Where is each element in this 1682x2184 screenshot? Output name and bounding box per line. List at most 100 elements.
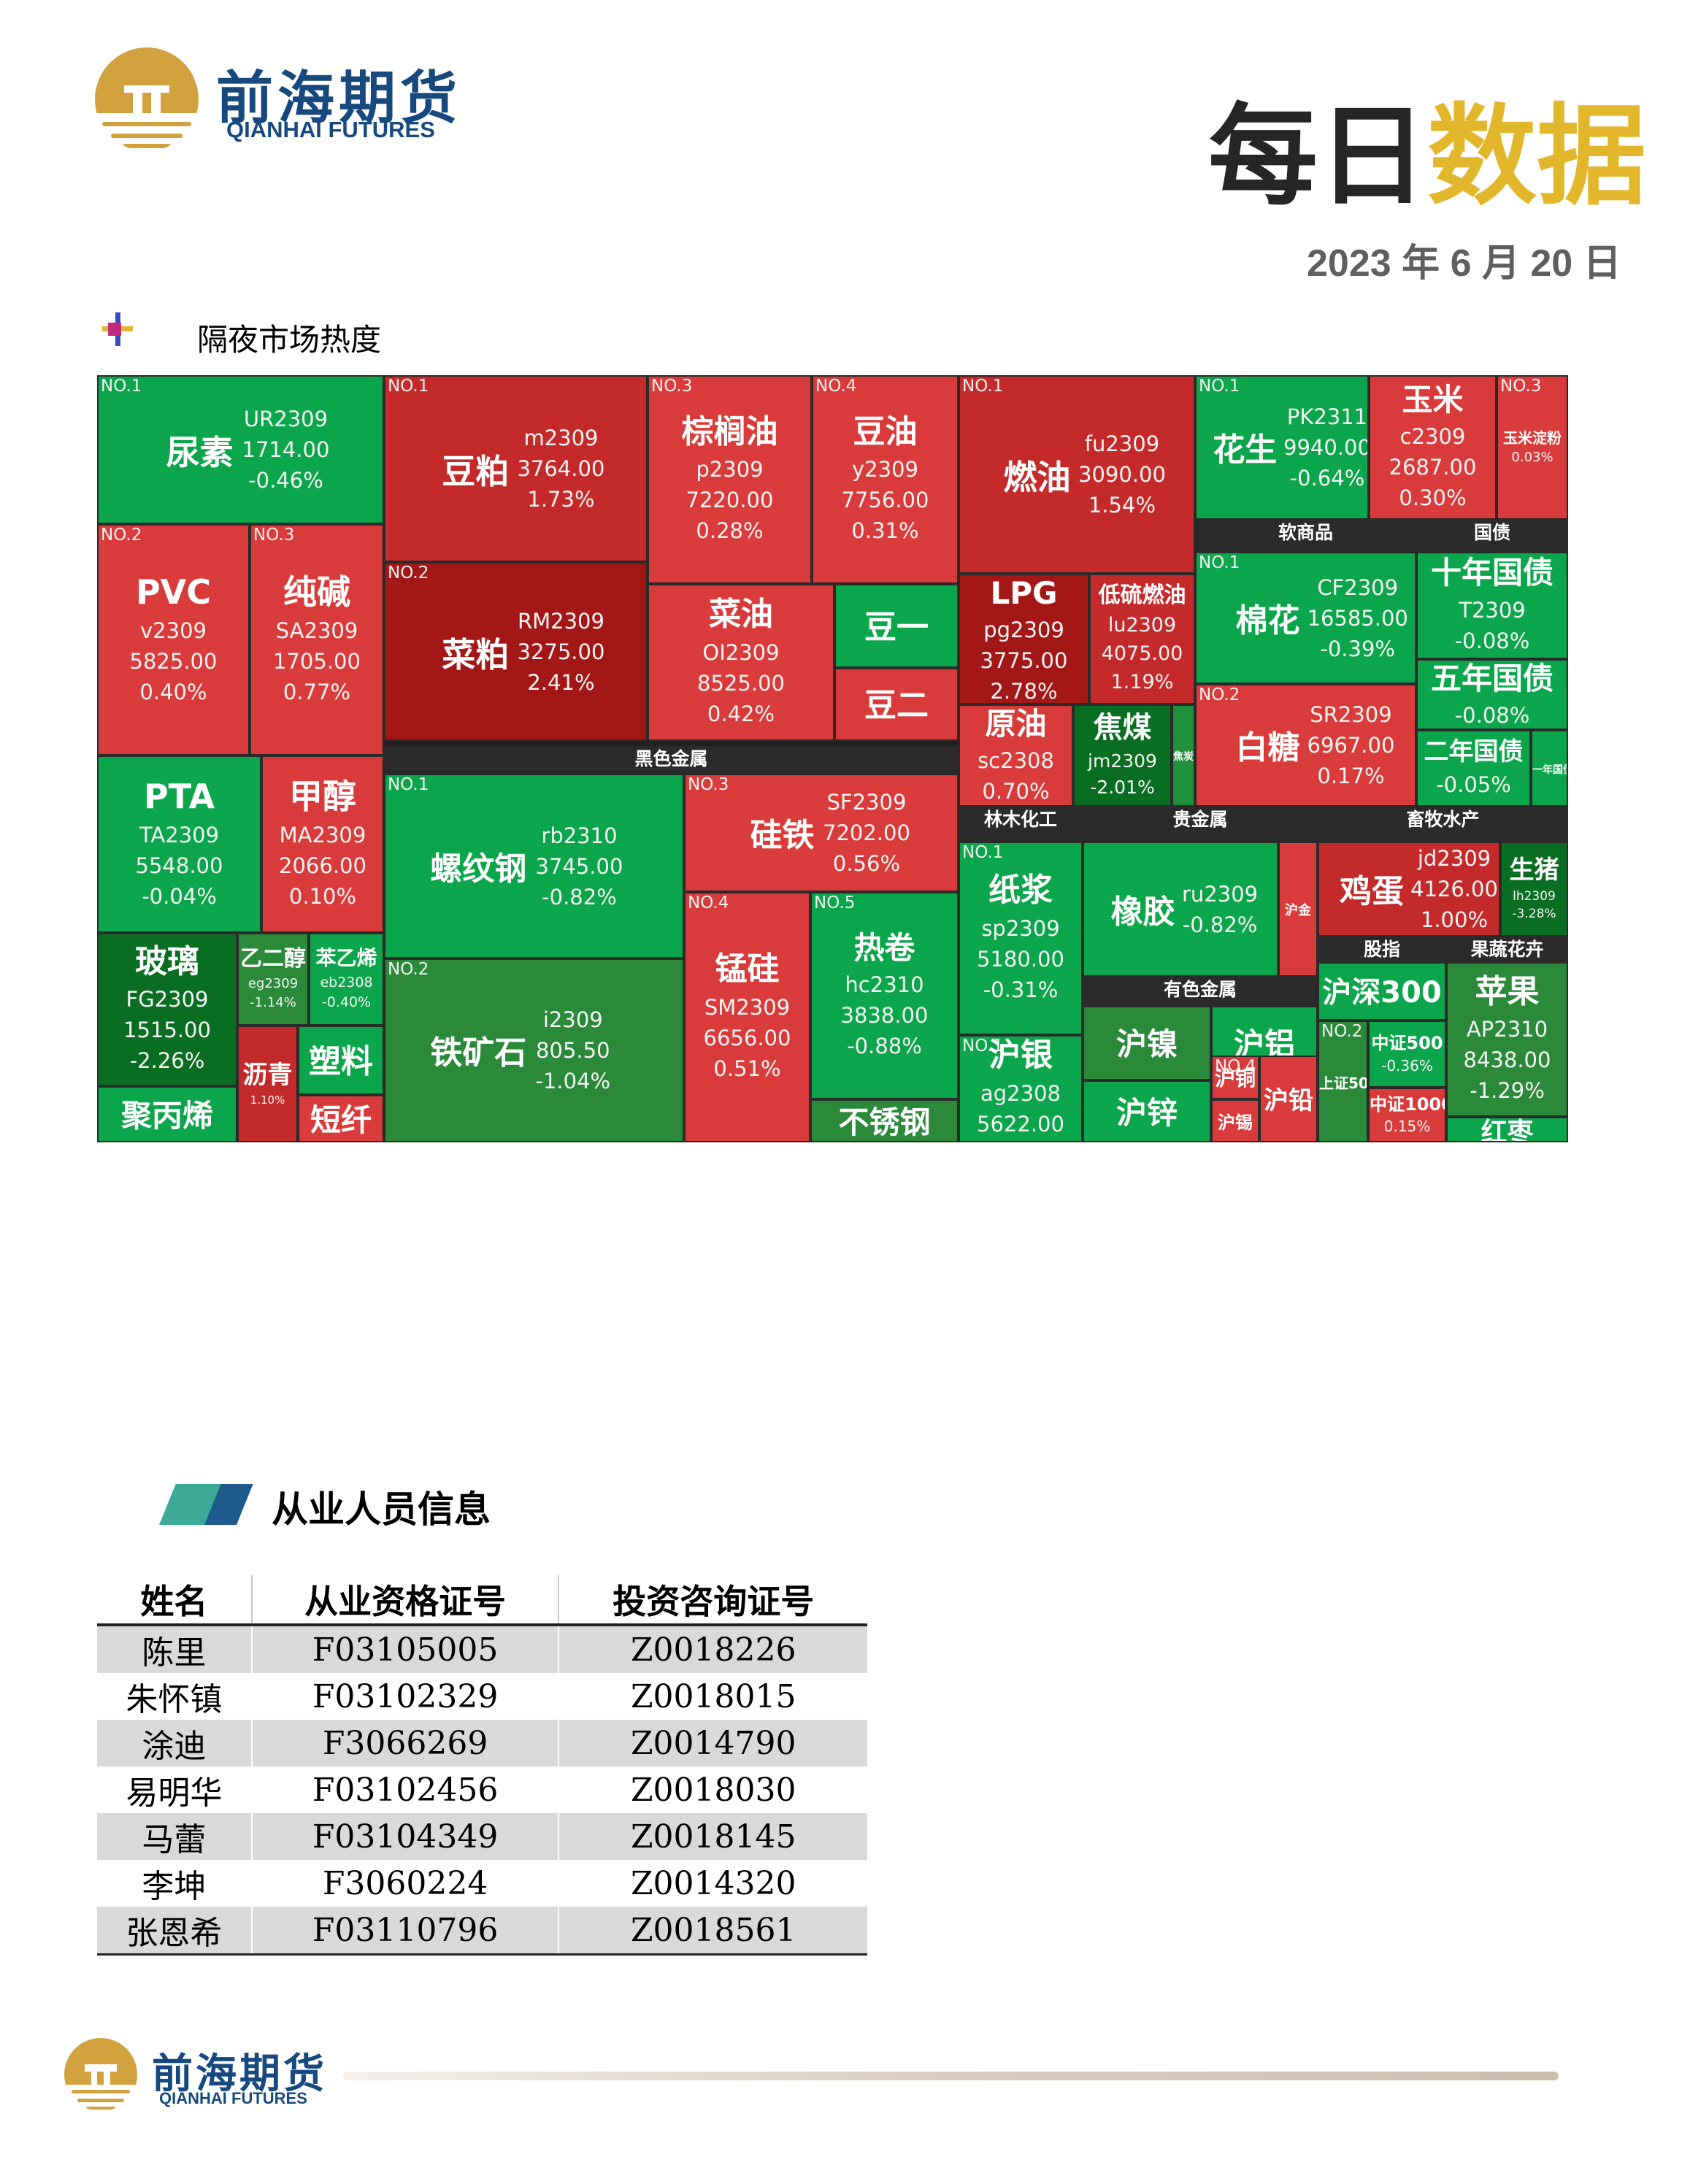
tile-change: 0.77% (283, 680, 351, 705)
tile-change: -2.26% (129, 1048, 205, 1074)
heatmap-tile: NO.3 硅铁 SF2309 7202.00 0.56% (684, 774, 959, 892)
column-header-name: 姓名 (97, 1575, 253, 1626)
tile-name: 二年国债 (1424, 737, 1524, 767)
heatmap-tile: NO.2 菜粕 RM2309 3275.00 2.41% (384, 562, 648, 741)
heatmap-tile: 沪铅 (1259, 1056, 1318, 1142)
cell-qualification: F3060224 (251, 1860, 560, 1907)
tile-name: 沪深300 (1322, 976, 1442, 1010)
tile-info: CF2309 16585.00 -0.39% (1307, 572, 1408, 664)
tile-info: v2309 5825.00 0.40% (99, 615, 248, 707)
heatmap-tile: 甲醇 MA2309 2066.00 0.10% (261, 755, 384, 933)
tile-info: RM2309 3275.00 2.41% (518, 605, 605, 697)
tile-info: p2309 7220.00 0.28% (649, 454, 810, 546)
tile-change: 0.51% (713, 1056, 781, 1081)
heatmap-tile: 玉米 c2309 2687.00 0.30% (1369, 375, 1497, 520)
tile-name: 红枣 (1481, 1118, 1534, 1142)
heatmap-group-header: 软商品 (1195, 520, 1416, 552)
heatmap-group-header: 畜牧水产 (1318, 807, 1568, 842)
heatmap-tile: NO.4 沪铜 (1211, 1056, 1259, 1099)
tile-name: 燃油 (1003, 458, 1071, 498)
tile-info: c2309 2687.00 0.30% (1370, 421, 1495, 513)
cell-name: 朱怀镇 (97, 1673, 253, 1720)
tile-price: 5180.00 (977, 946, 1064, 972)
tile-name: 白糖 (1235, 729, 1300, 767)
tile-code: SR2309 (1310, 701, 1392, 727)
tile-price: 5548.00 (135, 853, 223, 879)
tile-name: 豆油 (853, 412, 918, 450)
tile-price: 805.50 (536, 1037, 610, 1063)
heatmap-tile: 沥青 1.10% (237, 1026, 298, 1142)
tile-name: 菜粕 (442, 634, 510, 674)
page-title-part2: 数据 (1427, 93, 1647, 220)
staff-section-label: 从业人员信息 (272, 1488, 491, 1531)
tile-name: 一年国债 (1532, 764, 1567, 776)
tile-code: y2309 (852, 457, 918, 482)
tile-code: SA2309 (275, 618, 358, 644)
tile-name: 锰硅 (715, 950, 780, 988)
tile-info: 0.15% (1370, 1116, 1445, 1137)
heatmap-tile: 苯乙烯 eb2308 -0.40% (309, 933, 384, 1026)
heatmap-tile: 一年国债 (1531, 730, 1568, 807)
tile-price: 5622.00 (977, 1111, 1064, 1137)
table-row: 陈里 F03105005 Z0018226 (97, 1625, 867, 1673)
tile-price: 3090.00 (1078, 461, 1166, 487)
tile-price: 1705.00 (273, 649, 361, 674)
tile-change: 2.41% (527, 669, 595, 695)
tile-name: 沪锌 (1115, 1094, 1178, 1131)
heatmap-tile: 塑料 (298, 1026, 384, 1095)
tile-name: 沪金 (1285, 902, 1311, 918)
tile-rank: NO.4 (1215, 1057, 1256, 1076)
tile-change: 0.28% (696, 518, 764, 544)
tile-name: 上证50 (1319, 1074, 1368, 1092)
tile-code: eb2308 (320, 974, 373, 991)
tile-price: 3838.00 (840, 1003, 929, 1028)
tile-rank: NO.1 (962, 377, 1004, 396)
staff-table: 姓名 从业资格证号 投资咨询证号 陈里 F03105005 Z0018226 朱怀镇… (97, 1575, 867, 1956)
tile-rank: NO.3 (253, 526, 295, 545)
tile-name: 原油 (985, 706, 1047, 742)
heatmap-tile: 菜油 OI2309 8525.00 0.42% (648, 584, 834, 741)
tile-change: -0.05% (1436, 772, 1511, 797)
tile-name: PVC (135, 572, 212, 612)
tile-change: -0.82% (1182, 912, 1258, 937)
footer-divider (343, 2072, 1559, 2080)
table-row: 朱怀镇 F03102329 Z0018015 (97, 1673, 867, 1720)
heatmap-tile: NO.2 铁矿石 i2309 805.50 -1.04% (384, 958, 684, 1142)
tile-price: 7202.00 (823, 820, 910, 845)
tile-code: TA2309 (139, 823, 220, 848)
table-row: 李坤 F3060224 Z0014320 (97, 1860, 867, 1907)
tile-price: 4126.00 (1410, 876, 1498, 901)
heatmap-tile: NO.1 豆粕 m2309 3764.00 1.73% (384, 375, 648, 562)
tile-rank: NO.1 (1199, 377, 1240, 396)
heatmap-tile: 沪深300 (1318, 962, 1446, 1020)
tile-rank: NO.1 (962, 843, 1004, 862)
tile-info: jm2309 -2.01% (1075, 748, 1170, 801)
tile-info: m2309 3764.00 1.73% (518, 423, 605, 515)
tile-price: 1714.00 (242, 437, 330, 462)
heatmap-tile: 中证500 -0.36% (1368, 1020, 1446, 1088)
cell-name: 易明华 (97, 1766, 253, 1813)
tile-info: -0.36% (1370, 1056, 1445, 1077)
heatmap-group-header: 有色金属 (1083, 977, 1318, 1006)
tile-code: CF2309 (1317, 574, 1399, 600)
tile-info: hc2310 3838.00 -0.88% (812, 969, 957, 1061)
heatmap-tile: NO.1 螺纹钢 rb2310 3745.00 -0.82% (384, 774, 684, 958)
tile-code: c2309 (1399, 424, 1466, 450)
tile-change: -0.36% (1381, 1056, 1433, 1074)
tile-info: rb2310 3745.00 -0.82% (536, 820, 623, 912)
tile-info: TA2309 5548.00 -0.04% (99, 820, 260, 912)
tile-name: 玻璃 (135, 942, 199, 980)
tile-name: 沪锡 (1218, 1112, 1253, 1133)
tile-change: -0.39% (1320, 636, 1395, 661)
tile-change: -0.64% (1289, 466, 1365, 491)
tile-name: 橡胶 (1110, 893, 1175, 931)
tile-info: T2309 -0.08% (1418, 595, 1567, 656)
tile-price: 6967.00 (1307, 732, 1395, 758)
tile-name: 不锈钢 (838, 1104, 931, 1140)
heatmap-tile: NO.1 燃油 fu2309 3090.00 1.54% (959, 375, 1195, 574)
tile-code: sp2309 (981, 915, 1060, 941)
heatmap-tile: LPG pg2309 3775.00 2.78% (959, 574, 1089, 704)
tile-rank: NO.2 (1321, 1022, 1363, 1041)
tile-info: fu2309 3090.00 1.54% (1078, 428, 1166, 520)
cell-consulting: Z0014320 (558, 1860, 867, 1907)
